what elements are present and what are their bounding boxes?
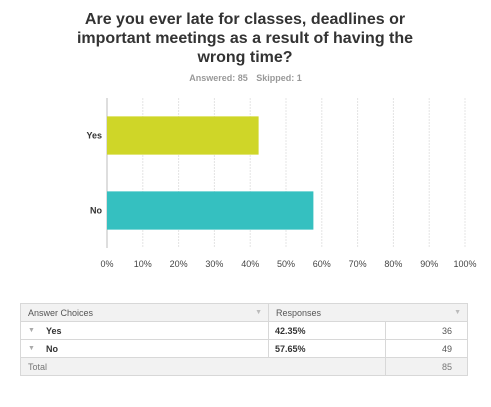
response-table: Answer Choices ▼ Responses ▼ ▼ Yes 42.35% 3… bbox=[20, 303, 468, 376]
x-tick-label: 60% bbox=[313, 259, 331, 269]
answered-count: Answered: 85 bbox=[189, 73, 248, 83]
sort-down-icon[interactable]: ▼ bbox=[255, 309, 262, 316]
expand-triangle-icon[interactable]: ▼ bbox=[28, 345, 35, 352]
question-title: Are you ever late for classes, deadlines… bbox=[76, 11, 414, 66]
sort-down-icon[interactable]: ▼ bbox=[454, 309, 461, 316]
response-meta: Answered: 85 Skipped: 1 bbox=[0, 73, 491, 83]
percent-cell: 57.65% bbox=[268, 339, 386, 358]
table-header-row: Answer Choices ▼ Responses ▼ bbox=[20, 303, 468, 322]
x-tick-label: 70% bbox=[349, 259, 367, 269]
bar-yes bbox=[107, 116, 259, 155]
count-cell: 49 bbox=[385, 339, 468, 358]
x-tick-label: 100% bbox=[453, 259, 476, 269]
header-label: Answer Choices bbox=[28, 307, 94, 318]
choice-cell: ▼ Yes bbox=[20, 321, 269, 340]
x-tick-label: 90% bbox=[420, 259, 438, 269]
choice-label: Yes bbox=[46, 325, 62, 336]
bar-chart: 0% 10% 20% 30% 40% 50% 60% 70% 80% 90% 100% Yes No bbox=[86, 98, 477, 269]
expand-triangle-icon[interactable]: ▼ bbox=[28, 327, 35, 334]
y-category-label: Yes bbox=[86, 131, 102, 141]
table-row: ▼ No 57.65% 49 bbox=[20, 339, 468, 358]
choice-label: No bbox=[46, 343, 58, 354]
total-count: 85 bbox=[385, 357, 468, 376]
x-tick-label: 50% bbox=[277, 259, 295, 269]
count-cell: 36 bbox=[385, 321, 468, 340]
header-responses[interactable]: Responses ▼ bbox=[268, 303, 468, 322]
choice-cell: ▼ No bbox=[20, 339, 269, 358]
x-tick-label: 0% bbox=[100, 259, 113, 269]
header-answer-choices[interactable]: Answer Choices ▼ bbox=[20, 303, 269, 322]
bar-no bbox=[107, 191, 314, 230]
header-label: Responses bbox=[276, 307, 322, 318]
percent-cell: 42.35% bbox=[268, 321, 386, 340]
total-label: Total bbox=[20, 357, 386, 376]
x-tick-label: 20% bbox=[170, 259, 188, 269]
x-tick-label: 80% bbox=[384, 259, 402, 269]
x-tick-label: 10% bbox=[134, 259, 152, 269]
table-row: ▼ Yes 42.35% 36 bbox=[20, 321, 468, 340]
y-category-label: No bbox=[90, 206, 102, 216]
x-tick-label: 40% bbox=[241, 259, 259, 269]
total-row: Total 85 bbox=[20, 357, 468, 376]
skipped-count: Skipped: 1 bbox=[256, 73, 302, 83]
x-tick-label: 30% bbox=[205, 259, 223, 269]
